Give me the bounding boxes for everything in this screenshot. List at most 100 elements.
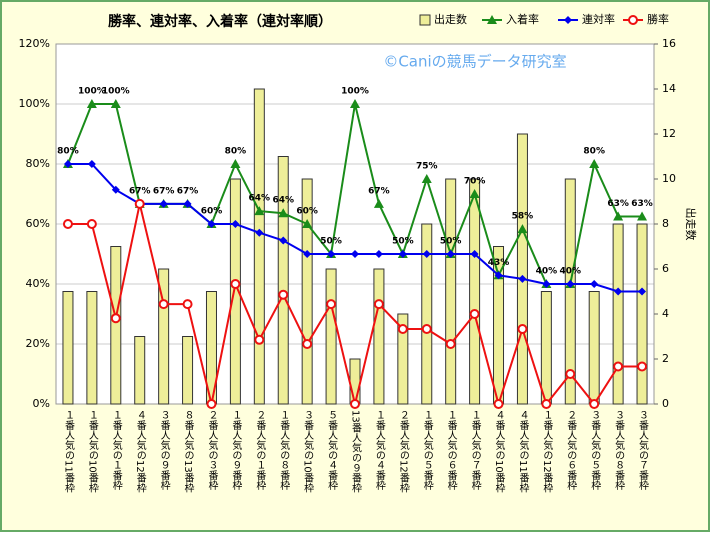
value-label: 63%	[607, 199, 629, 209]
x-tick-label: ２番人気の６番枠	[565, 410, 577, 491]
marker	[469, 189, 480, 198]
x-tick-label: ３番人気の７番枠	[637, 410, 649, 491]
x-tick-label: ２番人気の３番枠	[206, 410, 218, 491]
marker	[565, 369, 576, 379]
marker	[421, 174, 432, 183]
x-tick-label: ３番人気の８番枠	[613, 410, 625, 491]
value-label: 67%	[153, 186, 175, 196]
marker	[159, 199, 168, 208]
x-tick-label: １番人気の４番枠	[373, 410, 385, 491]
marker	[493, 399, 504, 409]
marker	[230, 279, 241, 289]
legend-marker	[628, 15, 638, 25]
bar	[110, 246, 122, 405]
marker	[589, 159, 600, 168]
x-tick-label: １番人気の９番枠	[230, 410, 242, 491]
bar	[636, 223, 648, 405]
bar	[397, 313, 409, 405]
value-label: 100%	[78, 87, 106, 97]
value-label: 80%	[583, 147, 605, 157]
y2-tick-label: 8	[662, 217, 669, 230]
value-label: 100%	[102, 87, 130, 97]
x-tick-label: ８番人気の13番枠	[182, 410, 194, 494]
y2-tick-label: 2	[662, 352, 669, 365]
marker	[255, 228, 264, 237]
marker	[326, 299, 337, 310]
x-tick-label: １番人気の７番枠	[469, 410, 481, 491]
marker	[637, 211, 648, 221]
marker	[207, 220, 216, 228]
bar	[253, 88, 265, 405]
value-label: 67%	[129, 186, 151, 196]
legend-label: 勝率	[647, 12, 669, 26]
marker	[303, 250, 312, 258]
marker	[470, 250, 479, 258]
marker	[350, 99, 360, 108]
marker	[278, 289, 289, 300]
x-tick-label: ５番人気の４番枠	[326, 410, 338, 491]
marker	[541, 399, 552, 409]
x-tick-label: １番人気の12番枠	[541, 410, 553, 494]
marker	[542, 280, 551, 288]
value-label: 70%	[464, 177, 486, 187]
marker	[373, 299, 384, 310]
y-tick-label: 80%	[26, 157, 50, 170]
y2-tick-label: 12	[662, 127, 676, 140]
marker	[397, 324, 408, 334]
value-label: 80%	[57, 147, 79, 157]
marker	[279, 236, 288, 245]
x-tick-label: １番人気の11番枠	[62, 410, 74, 494]
y-tick-label: 0%	[33, 397, 50, 410]
bar	[373, 268, 385, 405]
annotation: ©Caniの競馬データ研究室	[383, 53, 566, 71]
marker	[637, 361, 648, 372]
marker	[638, 287, 647, 296]
bar	[588, 291, 600, 405]
x-tick-label: ４番人気の11番枠	[517, 410, 529, 494]
value-label: 40%	[536, 267, 558, 277]
y2-tick-label: 10	[662, 172, 676, 185]
legend-label: 出走数	[434, 12, 467, 26]
y-tick-label: 60%	[26, 217, 50, 230]
bar	[516, 133, 528, 405]
x-tick-label: １番人気の８番枠	[278, 410, 290, 491]
marker	[302, 339, 313, 349]
marker	[134, 198, 145, 209]
y2-tick-label: 16	[662, 37, 676, 50]
x-tick-label: １番人気の１番枠	[110, 410, 122, 491]
bar	[612, 223, 624, 405]
y-tick-label: 120%	[19, 37, 50, 50]
legend-swatch	[419, 14, 431, 26]
bar	[277, 156, 289, 405]
y-tick-label: 100%	[19, 97, 50, 110]
value-label: 43%	[488, 258, 510, 268]
x-tick-label: １番人気の５番枠	[421, 410, 433, 491]
value-label: 64%	[272, 196, 294, 206]
value-label: 67%	[368, 186, 390, 196]
value-label: 40%	[560, 267, 582, 277]
x-tick-label: ４番人気の12番枠	[134, 410, 146, 494]
bar	[540, 291, 552, 405]
x-tick-label: 13番人気の９番枠	[350, 410, 362, 494]
marker	[421, 324, 432, 334]
x-tick-label: ３番人気の９番枠	[158, 410, 170, 491]
value-label: 64%	[249, 194, 271, 204]
marker	[327, 250, 336, 258]
marker	[518, 274, 527, 283]
y2-tick-label: 4	[662, 307, 669, 320]
marker	[254, 206, 265, 216]
y-tick-label: 20%	[26, 337, 50, 350]
bar	[134, 336, 146, 405]
marker	[613, 211, 624, 221]
value-label: 63%	[631, 199, 653, 209]
value-label: 75%	[416, 162, 438, 172]
value-label: 50%	[320, 237, 342, 247]
marker	[158, 299, 169, 310]
marker	[62, 219, 73, 229]
legend-marker	[564, 16, 572, 24]
x-tick-label: ３番人気の10番枠	[302, 410, 314, 494]
marker	[87, 160, 96, 168]
marker	[469, 309, 480, 319]
marker	[350, 399, 360, 409]
